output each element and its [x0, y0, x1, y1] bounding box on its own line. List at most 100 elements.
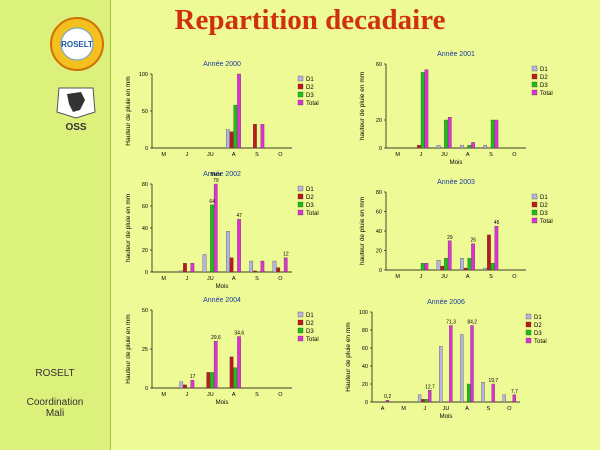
x-tick-label: O: [278, 152, 283, 158]
bar-d2: [253, 124, 257, 149]
bar-d1: [179, 270, 184, 273]
legend-label-d1: D1: [540, 195, 548, 201]
bar-d2: [276, 267, 281, 273]
data-label: 7,7: [511, 389, 518, 395]
y-tick-label: 60: [142, 204, 148, 210]
bar-d1: [483, 267, 488, 271]
bar-d2: [183, 384, 187, 389]
data-label-line: 64: [209, 199, 215, 205]
y-tick-label: 100: [359, 310, 368, 316]
y-axis-label: Hauteur de pluie en mm: [125, 314, 132, 383]
legend-swatch-d1: [297, 75, 304, 82]
legend-label-d2: D2: [534, 323, 542, 329]
data-label: 17: [190, 374, 196, 380]
bar-total: [449, 325, 453, 403]
bar-d2: [421, 399, 425, 403]
legend-swatch-d1: [531, 65, 538, 72]
legend-swatch-total: [531, 89, 538, 96]
legend-label-d3: D3: [534, 331, 542, 337]
bar-d3: [424, 399, 428, 403]
x-tick-label: A: [381, 406, 385, 412]
x-tick-label: A: [465, 406, 469, 412]
legend-swatch-d2: [525, 321, 532, 328]
x-axis-label: Mois: [216, 284, 229, 290]
x-tick-label: M: [395, 152, 400, 158]
chart-2003: Année 2003 hauteur de pluie en mm 0 20 40 60 8…: [359, 179, 553, 280]
bar-d1: [179, 381, 184, 389]
bar-total: [260, 260, 265, 273]
legend-label-d3: D3: [306, 93, 314, 99]
data-label-line: 0,2: [384, 394, 391, 400]
legend-label-d1: D1: [306, 187, 314, 193]
bar-total: [471, 243, 475, 271]
chart-title: Année 2006: [427, 299, 465, 306]
bar-d1: [460, 334, 464, 403]
data-label-line: 84,2: [467, 320, 477, 326]
x-tick-label: J: [420, 152, 423, 158]
legend-label-total: Total: [306, 337, 319, 343]
bar-d2: [253, 270, 257, 273]
bar-d1: [226, 231, 230, 273]
y-tick-label: 0: [365, 400, 368, 406]
y-tick-label: 20: [362, 382, 368, 388]
main-panel: [111, 0, 600, 450]
legend-label-total: Total: [540, 91, 553, 97]
data-label: 12: [283, 252, 289, 258]
bar-d1: [417, 394, 422, 403]
y-tick-label: 20: [376, 118, 382, 124]
bar-total: [471, 142, 475, 149]
bar-d1: [481, 382, 485, 403]
chart-title: Année 2004: [203, 297, 241, 304]
x-tick-label: S: [255, 392, 259, 398]
legend-label-d1: D1: [306, 313, 314, 319]
chart-2006: Année 2006 Hauteur de pluie en mm 0 20 40 60 8…: [345, 299, 547, 420]
bar-d2: [440, 265, 445, 271]
chart-title: Année 2001: [437, 51, 475, 58]
bar-total: [237, 73, 241, 149]
y-tick-label: 25: [142, 347, 148, 353]
bar-d1: [483, 145, 488, 149]
bar-d2: [229, 131, 234, 149]
legend-swatch-d1: [297, 185, 304, 192]
legend-swatch-d2: [297, 193, 304, 200]
bar-d3: [467, 145, 472, 149]
x-tick-label: JU: [207, 152, 214, 158]
data-label: 84,2: [467, 320, 477, 326]
y-axis-label: hauteur de pluie en mm: [359, 197, 366, 265]
bar-total: [447, 240, 452, 271]
legend-swatch-total: [297, 99, 304, 106]
bar-total: [428, 390, 432, 403]
legend-label-total: Total: [534, 339, 547, 345]
data-label-line: Maxi: [211, 172, 222, 178]
y-tick-label: 40: [376, 229, 382, 235]
y-tick-label: 0: [145, 146, 148, 152]
roselt-logo: ROSELT: [50, 17, 104, 71]
y-tick-label: 0: [145, 270, 148, 276]
bar-d1: [439, 346, 443, 403]
data-label: 34,6: [234, 331, 244, 337]
bar-total: [237, 219, 241, 273]
x-tick-label: JU: [443, 406, 450, 412]
x-tick-label: O: [512, 152, 517, 158]
y-tick-label: 80: [362, 328, 368, 334]
x-axis-label: Mois: [450, 160, 463, 166]
y-axis-label: hauteur de pluie en mm: [125, 194, 132, 262]
data-label-line: 29,6: [211, 335, 221, 341]
bar-d3: [420, 72, 425, 149]
x-tick-label: S: [489, 274, 493, 280]
data-label-line: 26: [470, 238, 476, 244]
legend-swatch-d1: [297, 311, 304, 318]
data-label: 12,7: [425, 384, 435, 390]
x-tick-label: O: [507, 406, 512, 412]
data-label-line: 29: [447, 235, 453, 241]
y-tick-label: 80: [376, 190, 382, 196]
legend-swatch-d3: [531, 209, 538, 216]
bar-d2: [463, 267, 468, 271]
x-tick-label: S: [255, 276, 259, 282]
y-tick-label: 60: [376, 210, 382, 216]
x-tick-label: M: [401, 406, 406, 412]
bar-total: [190, 263, 195, 273]
legend-swatch-d2: [297, 83, 304, 90]
x-tick-label: S: [255, 152, 259, 158]
y-axis-label: Hauteur de pluie en mm: [345, 322, 352, 391]
